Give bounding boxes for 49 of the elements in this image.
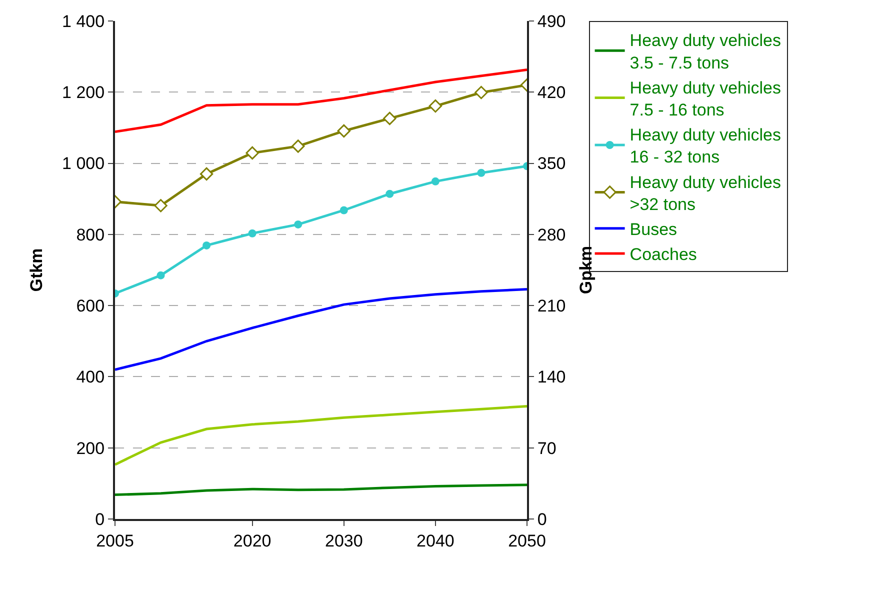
line-series xyxy=(115,484,527,496)
x-tick-label: 2040 xyxy=(416,531,454,550)
x-tick-label: 2050 xyxy=(508,531,546,550)
line-series xyxy=(115,68,527,134)
point xyxy=(340,206,348,214)
y-tick-label: 1 000 xyxy=(62,154,105,174)
y2-tick-label: 490 xyxy=(537,12,566,31)
point xyxy=(474,86,488,100)
point xyxy=(431,177,440,186)
y2-tick-label: 210 xyxy=(537,296,566,316)
y2-tick-label: 350 xyxy=(537,154,566,174)
line-series xyxy=(115,404,527,466)
y-tick-label: 0 xyxy=(95,510,105,529)
y2-tick-label: 140 xyxy=(537,368,566,387)
x-tick-label: 2005 xyxy=(96,531,134,550)
point xyxy=(294,220,302,228)
point xyxy=(246,146,259,160)
y-tick-label: 800 xyxy=(76,225,105,244)
point xyxy=(154,199,168,212)
y2-axis-title: Gpkm xyxy=(576,246,596,294)
point xyxy=(248,229,256,238)
point xyxy=(200,167,214,181)
legend-label: Buses xyxy=(630,220,678,239)
y2-tick-label: 420 xyxy=(537,83,566,102)
y-tick-label: 1 200 xyxy=(62,83,105,102)
x-tick-label: 2020 xyxy=(233,531,272,550)
point xyxy=(477,168,486,177)
point xyxy=(386,190,394,198)
y2-tick-label: 70 xyxy=(537,438,556,458)
x-tick-label: 2030 xyxy=(324,531,363,550)
y2-tick-label: 280 xyxy=(537,225,566,244)
y-tick-label: 1 400 xyxy=(62,12,105,31)
point xyxy=(383,112,396,126)
legend-label: Heavy duty vehicles 16 - 32 tons xyxy=(630,126,781,167)
legend-label: Heavy duty vehicles >32 tons xyxy=(630,172,781,214)
point xyxy=(337,124,350,138)
y2-tick-label: 0 xyxy=(537,510,547,529)
y-tick-label: 200 xyxy=(76,438,105,458)
y-tick-label: 400 xyxy=(76,368,105,387)
line-series xyxy=(115,288,527,371)
point xyxy=(202,241,211,250)
y-axis-title: Gtkm xyxy=(27,248,46,292)
point xyxy=(156,271,165,280)
legend-label: Heavy duty vehicles 7.5 - 16 tons xyxy=(630,78,781,120)
legend-label: Heavy duty vehicles 3.5 - 7.5 tons xyxy=(630,31,781,72)
y-tick-label: 600 xyxy=(76,296,105,316)
point xyxy=(428,99,442,113)
point xyxy=(292,140,305,153)
legend-label: Coaches xyxy=(630,245,697,264)
